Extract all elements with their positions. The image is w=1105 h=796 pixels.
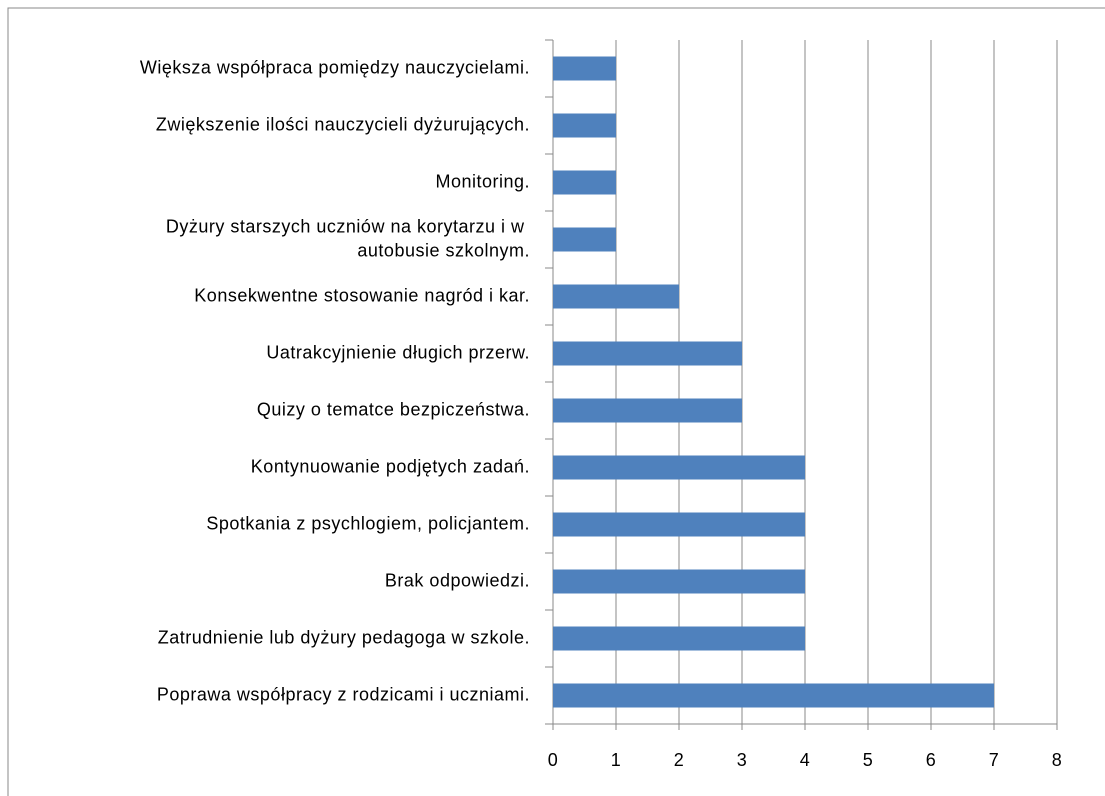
bar — [553, 683, 994, 708]
bar — [553, 113, 616, 138]
bar — [553, 56, 616, 81]
y-tick-label: Konsekwentne stosowanie nagród i kar. — [194, 285, 530, 305]
y-tick-label: Dyżury starszych uczniów na korytarzu i … — [166, 216, 530, 260]
y-tick-label: Spotkania z psychlogiem, policjantem. — [206, 513, 530, 533]
bar — [553, 227, 616, 252]
y-tick-label: Monitoring. — [435, 171, 530, 191]
bar — [553, 626, 805, 651]
y-tick-label: Zwiększenie ilości nauczycieli dyżurując… — [156, 114, 530, 134]
bar — [553, 512, 805, 537]
y-tick-label: Kontynuowanie podjętych zadań. — [251, 456, 530, 476]
y-tick-label: Zatrudnienie lub dyżury pedagoga w szkol… — [158, 627, 530, 647]
x-tick-label: 4 — [800, 750, 811, 770]
x-tick-label: 8 — [1052, 750, 1063, 770]
x-tick-label: 5 — [863, 750, 874, 770]
y-tick-label: Poprawa współpracy z rodzicami i uczniam… — [157, 684, 530, 704]
bar — [553, 569, 805, 594]
bar — [553, 398, 742, 423]
x-tick-label: 7 — [989, 750, 1000, 770]
bar — [553, 455, 805, 480]
x-tick-label: 3 — [737, 750, 748, 770]
y-tick-label: Uatrakcyjnienie długich przerw. — [266, 342, 530, 362]
bar — [553, 170, 616, 195]
x-tick-label: 6 — [926, 750, 937, 770]
y-tick-label: Quizy o tematce bezpiczeństwa. — [257, 399, 530, 419]
chart-frame — [7, 7, 1105, 796]
x-tick-label: 1 — [611, 750, 622, 770]
x-tick-label: 0 — [548, 750, 559, 770]
bar — [553, 341, 742, 366]
bar — [553, 284, 679, 309]
y-tick-label: Większa współpraca pomiędzy nauczycielam… — [140, 57, 530, 77]
x-tick-label: 2 — [674, 750, 685, 770]
y-tick-label: Brak odpowiedzi. — [385, 570, 530, 590]
